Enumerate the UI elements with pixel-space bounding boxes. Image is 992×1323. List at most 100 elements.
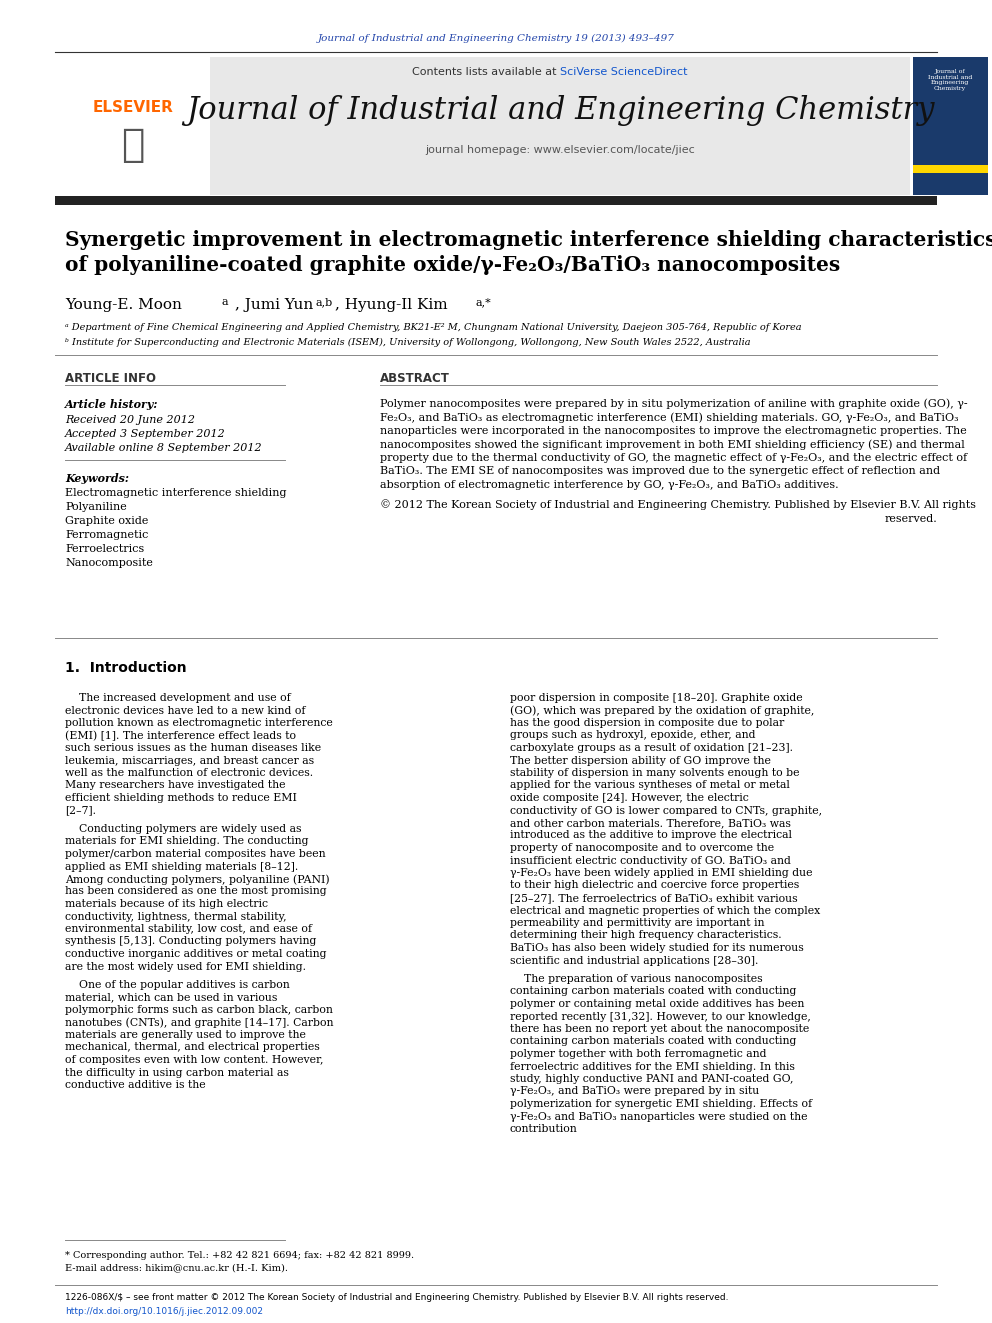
Text: Accepted 3 September 2012: Accepted 3 September 2012 xyxy=(65,429,226,439)
Text: pollution known as electromagnetic interference: pollution known as electromagnetic inter… xyxy=(65,718,332,728)
Text: 🌳: 🌳 xyxy=(121,126,145,164)
Text: reserved.: reserved. xyxy=(884,515,937,524)
Text: a: a xyxy=(222,296,228,307)
Text: are the most widely used for EMI shielding.: are the most widely used for EMI shieldi… xyxy=(65,962,306,971)
Text: [2–7].: [2–7]. xyxy=(65,806,96,815)
Text: polymer/carbon material composites have been: polymer/carbon material composites have … xyxy=(65,849,325,859)
Text: mechanical, thermal, and electrical properties: mechanical, thermal, and electrical prop… xyxy=(65,1043,319,1053)
Text: ᵃ Department of Fine Chemical Engineering and Applied Chemistry, BK21-E² M, Chun: ᵃ Department of Fine Chemical Engineerin… xyxy=(65,323,802,332)
Text: BaTiO₃ has also been widely studied for its numerous: BaTiO₃ has also been widely studied for … xyxy=(510,943,804,953)
FancyBboxPatch shape xyxy=(210,57,910,194)
Text: reported recently [31,32]. However, to our knowledge,: reported recently [31,32]. However, to o… xyxy=(510,1012,810,1021)
Text: has been considered as one the most promising: has been considered as one the most prom… xyxy=(65,886,326,897)
Text: polymer or containing metal oxide additives has been: polymer or containing metal oxide additi… xyxy=(510,999,805,1009)
Text: ferroelectric additives for the EMI shielding. In this: ferroelectric additives for the EMI shie… xyxy=(510,1061,795,1072)
Text: polymerization for synergetic EMI shielding. Effects of: polymerization for synergetic EMI shield… xyxy=(510,1099,812,1109)
Text: Ferroelectrics: Ferroelectrics xyxy=(65,544,144,554)
Text: © 2012 The Korean Society of Industrial and Engineering Chemistry. Published by : © 2012 The Korean Society of Industrial … xyxy=(380,500,976,511)
Text: ABSTRACT: ABSTRACT xyxy=(380,372,450,385)
Text: γ-Fe₂O₃ and BaTiO₃ nanoparticles were studied on the: γ-Fe₂O₃ and BaTiO₃ nanoparticles were st… xyxy=(510,1111,807,1122)
FancyBboxPatch shape xyxy=(55,57,210,194)
FancyBboxPatch shape xyxy=(55,196,937,205)
Text: absorption of electromagnetic interference by GO, γ-Fe₂O₃, and BaTiO₃ additives.: absorption of electromagnetic interferen… xyxy=(380,480,838,490)
Text: nanoparticles were incorporated in the nanocomposites to improve the electromagn: nanoparticles were incorporated in the n… xyxy=(380,426,967,437)
Text: , Hyung-Il Kim: , Hyung-Il Kim xyxy=(335,298,447,312)
Text: insufficient electric conductivity of GO. BaTiO₃ and: insufficient electric conductivity of GO… xyxy=(510,856,791,865)
Text: conductivity of GO is lower compared to CNTs, graphite,: conductivity of GO is lower compared to … xyxy=(510,806,822,815)
FancyBboxPatch shape xyxy=(913,57,988,194)
Text: Graphite oxide: Graphite oxide xyxy=(65,516,149,527)
Text: has the good dispersion in composite due to polar: has the good dispersion in composite due… xyxy=(510,718,785,728)
Text: Nanocomposite: Nanocomposite xyxy=(65,558,153,568)
Text: of composites even with low content. However,: of composites even with low content. How… xyxy=(65,1054,323,1065)
Text: Fe₂O₃, and BaTiO₃ as electromagnetic interference (EMI) shielding materials. GO,: Fe₂O₃, and BaTiO₃ as electromagnetic int… xyxy=(380,413,958,423)
Text: containing carbon materials coated with conducting: containing carbon materials coated with … xyxy=(510,1036,797,1046)
Text: and other carbon materials. Therefore, BaTiO₃ was: and other carbon materials. Therefore, B… xyxy=(510,818,791,828)
Text: Journal of Industrial and Engineering Chemistry: Journal of Industrial and Engineering Ch… xyxy=(186,94,934,126)
Text: Contents lists available at: Contents lists available at xyxy=(412,67,560,77)
Text: Article history:: Article history: xyxy=(65,398,159,410)
Text: stability of dispersion in many solvents enough to be: stability of dispersion in many solvents… xyxy=(510,767,800,778)
Text: (EMI) [1]. The interference effect leads to: (EMI) [1]. The interference effect leads… xyxy=(65,730,296,741)
Text: γ-Fe₂O₃, and BaTiO₃ were prepared by in situ: γ-Fe₂O₃, and BaTiO₃ were prepared by in … xyxy=(510,1086,759,1097)
Text: a,b: a,b xyxy=(315,296,332,307)
Text: nanotubes (CNTs), and graphite [14–17]. Carbon: nanotubes (CNTs), and graphite [14–17]. … xyxy=(65,1017,333,1028)
Text: 1226-086X/$ – see front matter © 2012 The Korean Society of Industrial and Engin: 1226-086X/$ – see front matter © 2012 Th… xyxy=(65,1294,728,1303)
Text: a,*: a,* xyxy=(475,296,491,307)
Text: efficient shielding methods to reduce EMI: efficient shielding methods to reduce EM… xyxy=(65,792,297,803)
Text: The better dispersion ability of GO improve the: The better dispersion ability of GO impr… xyxy=(510,755,771,766)
Text: environmental stability, low cost, and ease of: environmental stability, low cost, and e… xyxy=(65,923,312,934)
Text: containing carbon materials coated with conducting: containing carbon materials coated with … xyxy=(510,987,797,996)
Text: Available online 8 September 2012: Available online 8 September 2012 xyxy=(65,443,263,452)
Text: carboxylate groups as a result of oxidation [21–23].: carboxylate groups as a result of oxidat… xyxy=(510,744,793,753)
Text: applied for the various syntheses of metal or metal: applied for the various syntheses of met… xyxy=(510,781,790,791)
Text: Polymer nanocomposites were prepared by in situ polymerization of aniline with g: Polymer nanocomposites were prepared by … xyxy=(380,398,967,409)
Text: Young-E. Moon: Young-E. Moon xyxy=(65,298,182,312)
Text: to their high dielectric and coercive force properties: to their high dielectric and coercive fo… xyxy=(510,881,800,890)
Text: Ferromagnetic: Ferromagnetic xyxy=(65,531,149,540)
Text: materials for EMI shielding. The conducting: materials for EMI shielding. The conduct… xyxy=(65,836,309,847)
Text: conductive inorganic additives or metal coating: conductive inorganic additives or metal … xyxy=(65,949,326,959)
Text: Journal of Industrial and Engineering Chemistry 19 (2013) 493–497: Journal of Industrial and Engineering Ch… xyxy=(317,33,675,42)
Text: Keywords:: Keywords: xyxy=(65,472,129,483)
Text: Received 20 June 2012: Received 20 June 2012 xyxy=(65,415,195,425)
Text: synthesis [5,13]. Conducting polymers having: synthesis [5,13]. Conducting polymers ha… xyxy=(65,937,316,946)
Text: http://dx.doi.org/10.1016/j.jiec.2012.09.002: http://dx.doi.org/10.1016/j.jiec.2012.09… xyxy=(65,1307,263,1315)
Text: Electromagnetic interference shielding: Electromagnetic interference shielding xyxy=(65,488,287,497)
Text: of polyaniline-coated graphite oxide/γ-Fe₂O₃/BaTiO₃ nanocomposites: of polyaniline-coated graphite oxide/γ-F… xyxy=(65,255,840,275)
Text: 1.  Introduction: 1. Introduction xyxy=(65,662,186,675)
Text: The increased development and use of: The increased development and use of xyxy=(65,693,291,703)
Text: [25–27]. The ferroelectrics of BaTiO₃ exhibit various: [25–27]. The ferroelectrics of BaTiO₃ ex… xyxy=(510,893,798,904)
Text: oxide composite [24]. However, the electric: oxide composite [24]. However, the elect… xyxy=(510,792,749,803)
Text: E-mail address: hikim@cnu.ac.kr (H.-I. Kim).: E-mail address: hikim@cnu.ac.kr (H.-I. K… xyxy=(65,1263,288,1273)
Text: permeability and permittivity are important in: permeability and permittivity are import… xyxy=(510,918,765,927)
Text: determining their high frequency characteristics.: determining their high frequency charact… xyxy=(510,930,782,941)
Text: applied as EMI shielding materials [8–12].: applied as EMI shielding materials [8–12… xyxy=(65,861,299,872)
Text: Among conducting polymers, polyaniline (PANI): Among conducting polymers, polyaniline (… xyxy=(65,875,329,885)
Text: ᵇ Institute for Superconducting and Electronic Materials (ISEM), University of W: ᵇ Institute for Superconducting and Elec… xyxy=(65,337,751,347)
Text: Conducting polymers are widely used as: Conducting polymers are widely used as xyxy=(65,824,302,833)
Text: (GO), which was prepared by the oxidation of graphite,: (GO), which was prepared by the oxidatio… xyxy=(510,705,814,716)
Text: conductive additive is the: conductive additive is the xyxy=(65,1080,205,1090)
Text: polymer together with both ferromagnetic and: polymer together with both ferromagnetic… xyxy=(510,1049,767,1058)
Text: * Corresponding author. Tel.: +82 42 821 6694; fax: +82 42 821 8999.: * Corresponding author. Tel.: +82 42 821… xyxy=(65,1250,414,1259)
Text: contribution: contribution xyxy=(510,1125,577,1134)
Text: materials are generally used to improve the: materials are generally used to improve … xyxy=(65,1031,306,1040)
Text: Synergetic improvement in electromagnetic interference shielding characteristics: Synergetic improvement in electromagneti… xyxy=(65,230,992,250)
Text: ELSEVIER: ELSEVIER xyxy=(92,101,174,115)
Text: well as the malfunction of electronic devices.: well as the malfunction of electronic de… xyxy=(65,767,313,778)
Text: One of the popular additives is carbon: One of the popular additives is carbon xyxy=(65,980,290,990)
Text: electronic devices have led to a new kind of: electronic devices have led to a new kin… xyxy=(65,705,306,716)
Text: conductivity, lightness, thermal stability,: conductivity, lightness, thermal stabili… xyxy=(65,912,287,922)
Text: the difficulty in using carbon material as: the difficulty in using carbon material … xyxy=(65,1068,289,1077)
Text: electrical and magnetic properties of which the complex: electrical and magnetic properties of wh… xyxy=(510,905,820,916)
Text: Many researchers have investigated the: Many researchers have investigated the xyxy=(65,781,286,791)
Text: The preparation of various nanocomposites: The preparation of various nanocomposite… xyxy=(510,974,763,984)
FancyBboxPatch shape xyxy=(913,165,988,173)
Text: study, highly conductive PANI and PANI-coated GO,: study, highly conductive PANI and PANI-c… xyxy=(510,1074,794,1084)
Text: materials because of its high electric: materials because of its high electric xyxy=(65,900,268,909)
Text: Polyaniline: Polyaniline xyxy=(65,501,127,512)
Text: SciVerse ScienceDirect: SciVerse ScienceDirect xyxy=(560,67,687,77)
Text: Journal of
Industrial and
Engineering
Chemistry: Journal of Industrial and Engineering Ch… xyxy=(928,69,972,91)
Text: nanocomposites showed the significant improvement in both EMI shielding efficien: nanocomposites showed the significant im… xyxy=(380,439,965,450)
